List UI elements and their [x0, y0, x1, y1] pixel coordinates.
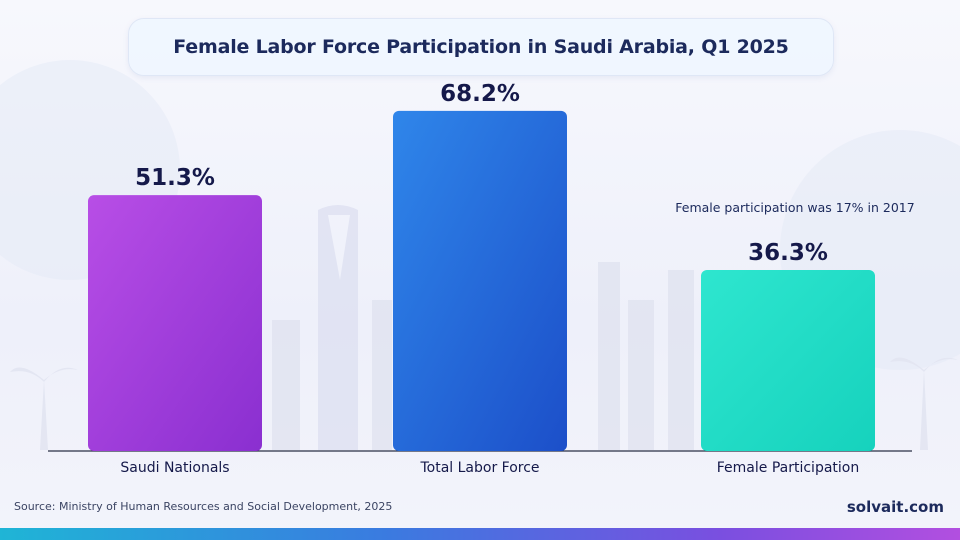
- category-label-0: Saudi Nationals: [120, 460, 229, 476]
- bar-value-label-2: 36.3%: [748, 240, 828, 266]
- category-label-1: Total Labor Force: [419, 460, 539, 476]
- bar-value-label-1: 68.2%: [440, 81, 520, 107]
- brand-link[interactable]: solvait.com: [846, 498, 944, 516]
- bar-0: [88, 195, 262, 451]
- bottom-accent-bar: [0, 528, 960, 540]
- bar-1: [393, 110, 567, 451]
- chart-title: Female Labor Force Participation in Saud…: [173, 36, 789, 58]
- annotation-note: Female participation was 17% in 2017: [675, 200, 914, 215]
- bars: 51.3% Saudi Nationals 68.2% Total Labor For…: [88, 81, 875, 476]
- bar-2: [701, 269, 875, 451]
- title-card: Female Labor Force Participation in Saud…: [128, 18, 834, 76]
- source-note: Source: Ministry of Human Resources and …: [14, 500, 393, 513]
- bar-value-label-0: 51.3%: [135, 165, 215, 191]
- skyline-illustration: [0, 60, 960, 450]
- category-label-2: Female Participation: [717, 460, 859, 476]
